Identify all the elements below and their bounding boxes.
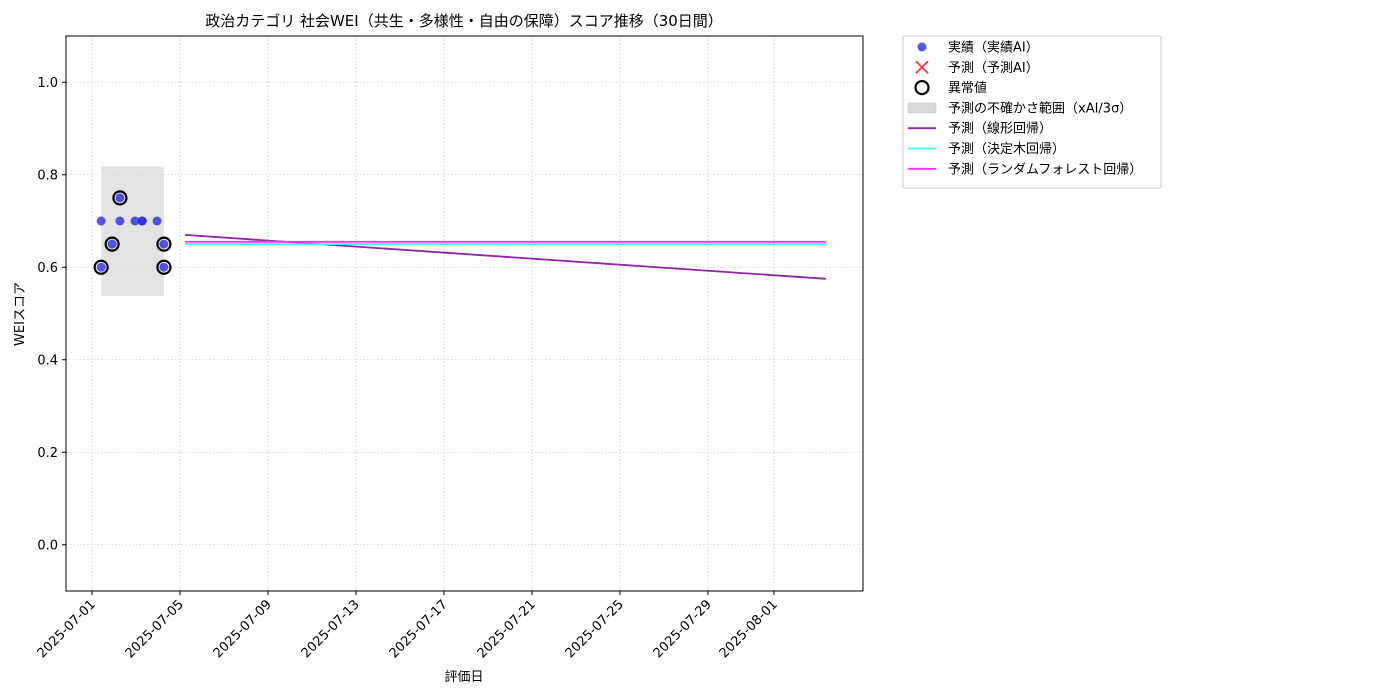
actual-point bbox=[159, 239, 169, 249]
actual-point bbox=[96, 216, 106, 226]
uncertainty-band bbox=[101, 166, 164, 296]
actual-point bbox=[115, 216, 125, 226]
anomaly-point bbox=[156, 259, 172, 275]
y-tick-label: 0.2 bbox=[37, 446, 58, 461]
legend-marker bbox=[907, 102, 937, 114]
plot-frame bbox=[65, 35, 864, 592]
actual-point bbox=[137, 216, 147, 226]
legend-marker bbox=[917, 42, 927, 52]
y-tick-label: 0.8 bbox=[37, 168, 58, 183]
x-axis-label: 評価日 bbox=[444, 670, 483, 685]
legend-marker bbox=[915, 60, 929, 74]
y-axis-label: WEIスコア bbox=[13, 282, 28, 346]
y-tick-label: 1.0 bbox=[37, 76, 58, 91]
anomaly-point bbox=[93, 259, 109, 275]
actual-point bbox=[115, 193, 125, 203]
legend-box bbox=[902, 35, 1162, 189]
legend-label: 予測（決定木回帰） bbox=[948, 141, 1065, 157]
actual-point bbox=[130, 216, 140, 226]
anomaly-point bbox=[112, 190, 128, 206]
actual-point bbox=[159, 262, 169, 272]
legend-label: 実績（実績AI） bbox=[948, 40, 1039, 56]
legend-label: 異常値 bbox=[948, 80, 987, 96]
actual-point bbox=[152, 216, 162, 226]
legend-label: 予測（ランダムフォレスト回帰） bbox=[948, 161, 1142, 177]
legend-label: 予測（線形回帰） bbox=[948, 121, 1052, 137]
legend-label: 予測（予測AI） bbox=[948, 61, 1039, 76]
chart-title: 政治カテゴリ 社会WEI（共生・多様性・自由の保障）スコア推移（30日間） bbox=[205, 12, 723, 30]
y-tick-label: 0.6 bbox=[37, 261, 58, 276]
legend-marker bbox=[914, 79, 930, 96]
y-tick-label: 0.4 bbox=[37, 353, 58, 368]
y-tick-label: 0.0 bbox=[37, 538, 58, 553]
actual-point bbox=[107, 239, 117, 249]
anomaly-point bbox=[104, 236, 120, 252]
legend-label: 予測の不確かさ範囲（xAI/3σ） bbox=[948, 100, 1132, 116]
actual-point bbox=[96, 262, 106, 272]
anomaly-point bbox=[156, 236, 172, 252]
